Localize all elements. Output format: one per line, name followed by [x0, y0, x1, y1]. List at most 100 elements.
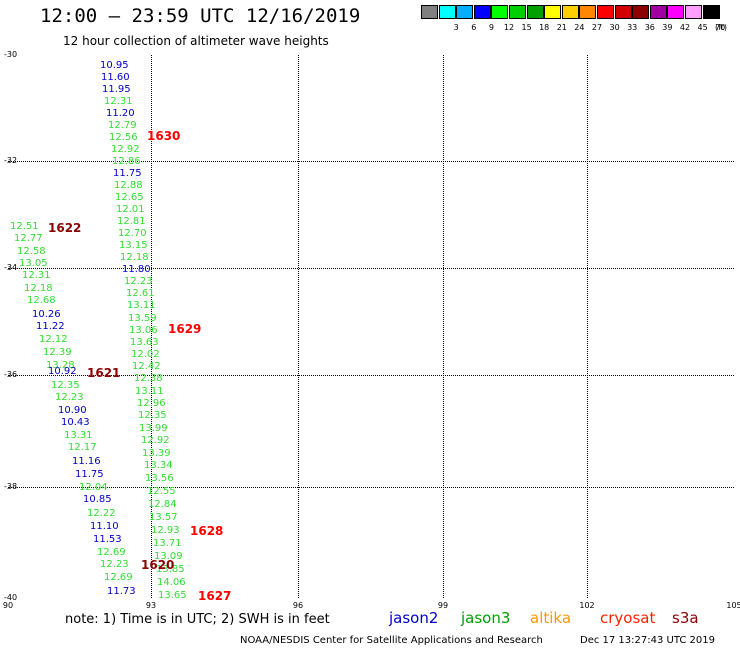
- longitude-gridline: [151, 55, 152, 598]
- latitude-label: -30: [4, 50, 18, 59]
- pass-time-label: 1629: [168, 322, 202, 336]
- wave-height-value: 12.61: [126, 288, 155, 299]
- wave-height-value: 13.63: [130, 337, 159, 348]
- legend-color-box: [667, 5, 685, 19]
- longitude-label: 102: [579, 601, 595, 610]
- wave-height-value: 12.22: [87, 508, 116, 519]
- longitude-label: 90: [2, 601, 14, 610]
- wave-height-value: 12.31: [22, 270, 51, 281]
- wave-height-value: 12.23: [100, 559, 129, 570]
- latitude-label: -36: [4, 370, 18, 379]
- wave-height-value: 13.06: [129, 325, 158, 336]
- latitude-label: -38: [4, 482, 18, 491]
- legend-color-box: [456, 5, 474, 19]
- wave-height-value: 12.51: [10, 221, 39, 232]
- wave-height-value: 12.23: [124, 276, 153, 287]
- wave-height-value: 13.39: [142, 448, 171, 459]
- wave-height-value: 12.84: [148, 499, 177, 510]
- legend-color-box: [649, 5, 667, 19]
- legend-color-box: [597, 5, 614, 19]
- wave-height-value: 12.88: [114, 180, 143, 191]
- wave-height-value: 11.60: [101, 72, 130, 83]
- latitude-label: -34: [4, 263, 18, 272]
- longitude-gridline: [298, 55, 299, 598]
- wave-height-value: 12.70: [118, 228, 147, 239]
- wave-height-value: 11.20: [106, 108, 135, 119]
- wave-height-value: 12.02: [131, 349, 160, 360]
- legend-color-box: [438, 5, 456, 19]
- wave-height-value: 11.10: [90, 521, 119, 532]
- pass-time-label: 1628: [190, 524, 224, 538]
- latitude-gridline: [8, 161, 734, 162]
- legend-label: 15: [521, 23, 532, 32]
- satellite-name: s3a: [672, 609, 699, 627]
- page-title: 12:00 – 23:59 UTC 12/16/2019: [40, 5, 361, 27]
- wave-height-value: 11.73: [107, 586, 136, 597]
- wave-height-value: 12.81: [117, 216, 146, 227]
- legend-label: 21: [556, 23, 567, 32]
- wave-height-value: 12.38: [134, 373, 163, 384]
- wave-height-value: 13.71: [153, 538, 182, 549]
- legend-label: 9: [488, 23, 494, 32]
- wave-height-value: 13.31: [64, 430, 93, 441]
- wave-height-value: 11.95: [102, 84, 131, 95]
- legend-color-box: [561, 5, 579, 19]
- wave-height-value: 14.06: [157, 577, 186, 588]
- wave-height-value: 11.75: [113, 168, 142, 179]
- wave-height-value: 11.75: [75, 469, 104, 480]
- wave-height-value: 13.34: [144, 460, 173, 471]
- longitude-gridline: [587, 55, 588, 598]
- wave-height-value: 12.18: [24, 283, 53, 294]
- pass-time-label: 1627: [198, 589, 232, 603]
- wave-height-value: 12.79: [108, 120, 137, 131]
- legend-color-box: [614, 5, 632, 19]
- wave-height-value: 13.65: [158, 590, 187, 601]
- legend-color-box: [702, 5, 720, 19]
- legend-label: 3: [453, 23, 459, 32]
- wave-height-value: 11.22: [36, 321, 65, 332]
- satellite-name: cryosat: [600, 609, 656, 627]
- latitude-label: -40: [4, 593, 18, 602]
- wave-height-value: 13.15: [119, 240, 148, 251]
- wave-height-value: 12.58: [17, 246, 46, 257]
- latitude-gridline: [8, 268, 734, 269]
- wave-height-value: 10.95: [100, 60, 129, 71]
- legend-label: 24: [574, 23, 585, 32]
- longitude-label: 93: [145, 601, 157, 610]
- wave-height-value: 10.85: [83, 494, 112, 505]
- legend-label: 70: [715, 23, 726, 32]
- wave-height-value: 12.01: [116, 204, 145, 215]
- wave-height-value: 12.42: [132, 361, 161, 372]
- legend-color-box: [473, 5, 491, 19]
- satellite-name: jason3: [461, 609, 511, 627]
- wave-height-value: 12.23: [55, 392, 84, 403]
- legend-color-box: [685, 5, 702, 19]
- wave-height-value: 12.92: [141, 435, 170, 446]
- wave-height-value: 12.35: [138, 410, 167, 421]
- wave-height-value: 12.68: [27, 295, 56, 306]
- wave-height-value: 10.90: [58, 405, 87, 416]
- wave-height-value: 12.93: [151, 525, 180, 536]
- satellite-name: jason2: [389, 609, 439, 627]
- legend-color-box: [632, 5, 650, 19]
- wave-height-value: 11.53: [93, 534, 122, 545]
- wave-height-value: 13.28: [46, 360, 75, 371]
- footer-timestamp: Dec 17 13:27:43 UTC 2019: [580, 635, 715, 646]
- legend-label: 39: [662, 23, 673, 32]
- wave-height-value: 12.86: [112, 156, 141, 167]
- wave-height-value: 11.80: [122, 264, 151, 275]
- legend-label: 45: [697, 23, 708, 32]
- wave-height-value: 13.99: [139, 423, 168, 434]
- satellite-name: altika: [530, 609, 572, 627]
- longitude-label: 105: [726, 601, 740, 610]
- legend-label: 33: [627, 23, 638, 32]
- wave-height-value: 12.12: [39, 334, 68, 345]
- wave-height-value: 12.92: [111, 144, 140, 155]
- wave-height-value: 12.04: [79, 482, 108, 493]
- legend-label: 6: [471, 23, 477, 32]
- wave-height-value: 12.65: [115, 192, 144, 203]
- latitude-gridline: [8, 375, 734, 376]
- legend-color-box: [544, 5, 562, 19]
- wave-height-value: 10.26: [32, 309, 61, 320]
